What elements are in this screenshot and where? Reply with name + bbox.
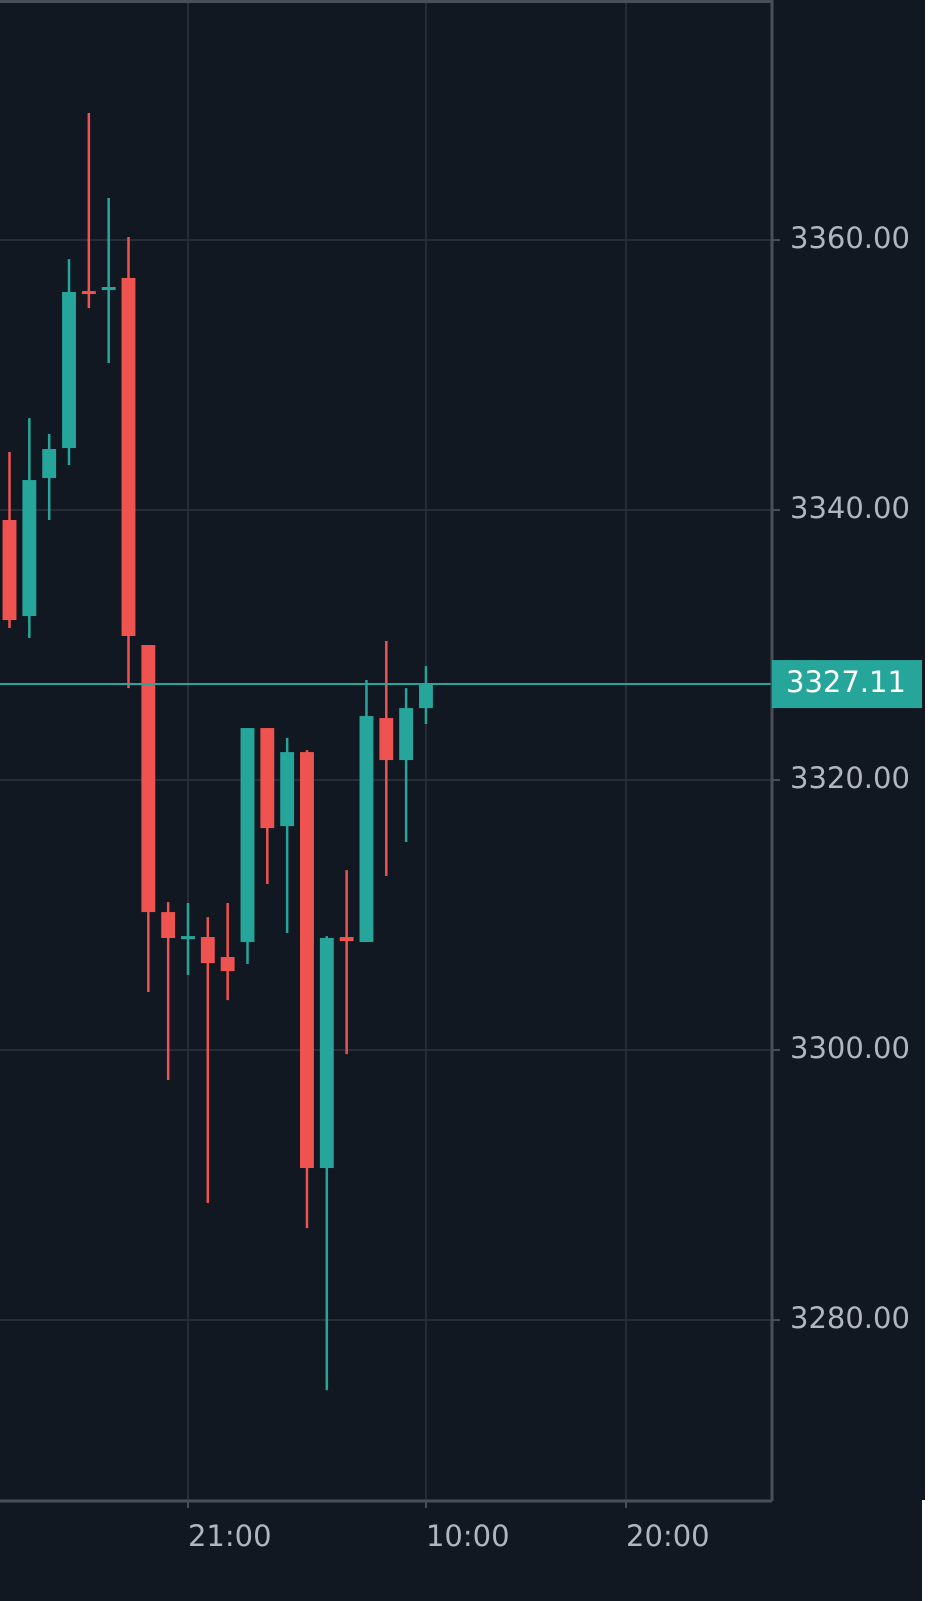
y-tick-label: 3320.00 — [790, 761, 910, 795]
candle-body — [359, 716, 374, 943]
candle-body — [42, 449, 57, 479]
candle-body — [101, 287, 116, 291]
candle-body — [121, 277, 136, 636]
candle-body — [280, 752, 295, 827]
candle-body — [62, 292, 76, 449]
candle-body — [300, 752, 314, 1169]
candle-body — [379, 718, 394, 761]
candle-body — [240, 728, 255, 943]
candle-body — [419, 684, 433, 709]
candle-body — [200, 937, 215, 964]
candle-body — [81, 291, 96, 295]
candle-body — [399, 708, 414, 761]
y-tick-label: 3300.00 — [790, 1031, 910, 1065]
y-tick-label: 3340.00 — [790, 491, 910, 525]
candle-body — [220, 957, 235, 972]
axes: 3280.00 3300.00 3320.00 3340.00 3360.00 21:00… — [0, 0, 922, 1553]
candle-body — [260, 728, 275, 829]
candle-body — [2, 520, 17, 621]
y-tick-label: 3280.00 — [790, 1301, 910, 1335]
margin — [925, 0, 945, 1601]
candle-body — [181, 936, 195, 940]
last-price-box — [772, 660, 922, 709]
candles — [0, 112, 772, 1391]
candle-body — [22, 480, 37, 617]
x-tick-label: 20:00 — [626, 1519, 710, 1553]
candle-body — [319, 937, 334, 1169]
x-tick-label: 10:00 — [426, 1519, 510, 1553]
margin — [922, 1500, 945, 1601]
last-price-label: 3327.11 — [786, 665, 906, 699]
candle-body — [339, 937, 354, 942]
candle-body — [161, 912, 176, 938]
candle-body — [141, 645, 156, 913]
x-tick-label: 21:00 — [188, 1519, 272, 1553]
y-tick-label: 3360.00 — [790, 221, 910, 255]
